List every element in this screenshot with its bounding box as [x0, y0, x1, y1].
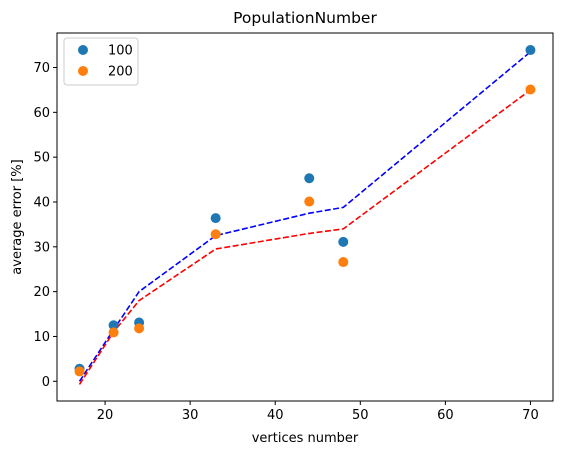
series-100-point [338, 236, 349, 247]
series-100-point [108, 320, 119, 331]
series-200-point [134, 323, 145, 334]
chart-title: PopulationNumber [233, 9, 377, 27]
x-tick-label: 20 [97, 408, 114, 423]
series-200-point [74, 366, 85, 377]
y-tick-label: 20 [33, 285, 50, 300]
axes-frame [56, 32, 554, 402]
y-tick-label: 30 [33, 240, 50, 255]
legend-label: 200 [108, 65, 133, 80]
series-200-point [210, 229, 221, 240]
legend-marker [78, 66, 88, 76]
series-200-point [304, 196, 315, 207]
series-100-point [210, 213, 221, 224]
y-tick-label: 70 [33, 61, 50, 76]
y-tick-label: 60 [33, 106, 50, 121]
x-tick-label: 30 [182, 408, 199, 423]
series-200-point [338, 257, 349, 268]
legend-label: 100 [108, 44, 133, 59]
y-axis-label: average error [%] [10, 159, 25, 274]
ticks: 20 30 40 50 60 70 0 10 20 30 40 50 60 70 [33, 61, 538, 423]
y-tick-label: 0 [42, 375, 50, 390]
y-tick-label: 10 [33, 330, 50, 345]
y-tick-label: 40 [33, 195, 50, 210]
legend-marker [78, 45, 88, 55]
x-tick-label: 40 [267, 408, 284, 423]
x-axis-label: vertices number [252, 431, 359, 446]
trend-line-1 [78, 89, 531, 385]
x-tick-label: 70 [522, 408, 539, 423]
x-tick-label: 60 [437, 408, 454, 423]
x-tick-label: 50 [352, 408, 369, 423]
series-200-point [525, 84, 536, 95]
plot-area [74, 45, 536, 385]
trend-line-0 [78, 51, 532, 382]
series-100-point [525, 45, 536, 56]
series-100-point [304, 173, 315, 184]
series-200-point [108, 327, 119, 338]
y-tick-label: 50 [33, 151, 50, 166]
